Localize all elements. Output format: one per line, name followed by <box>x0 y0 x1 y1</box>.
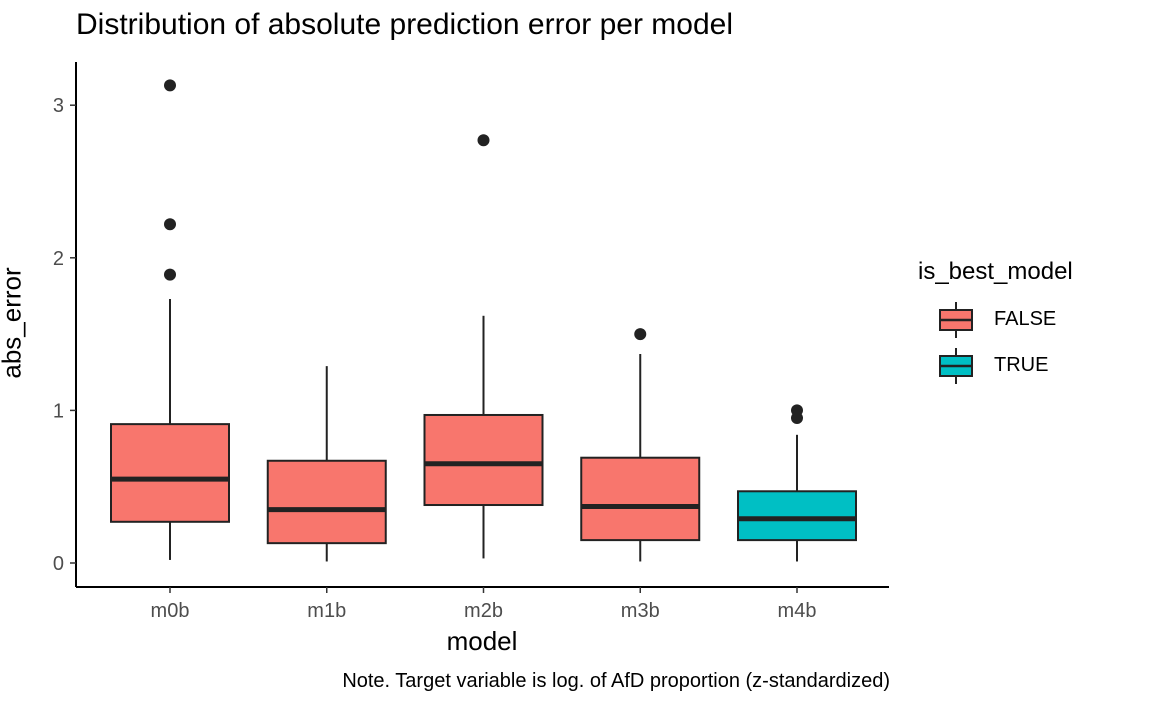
y-tick-label: 1 <box>53 400 64 422</box>
box-m1b <box>266 366 387 562</box>
outlier-point <box>477 134 490 147</box>
y-tick-label: 3 <box>53 95 64 117</box>
x-tick-label-m4b: m4b <box>778 600 817 622</box>
x-tick-label-m2b: m2b <box>464 600 503 622</box>
legend-title: is_best_model <box>918 258 1073 285</box>
x-tick-label-m3b: m3b <box>621 600 660 622</box>
box-iqr <box>737 490 857 542</box>
outlier-point <box>164 268 176 281</box>
box-iqr <box>423 413 544 507</box>
legend-key-false <box>939 302 973 338</box>
legend-label-true: TRUE <box>994 354 1049 376</box>
legend-key-true <box>939 348 973 384</box>
box-iqr <box>580 456 701 542</box>
x-tick-label-m1b: m1b <box>307 600 346 622</box>
box-m0b <box>110 79 230 560</box>
y-tick-label: 0 <box>53 553 64 575</box>
x-tick-label-m0b: m0b <box>151 600 190 622</box>
chart-title: Distribution of absolute prediction erro… <box>76 8 733 41</box>
y-axis-label: abs_error <box>0 267 27 379</box>
outlier-point <box>164 79 176 92</box>
outlier-point <box>634 328 647 341</box>
box-m2b <box>423 134 544 559</box>
x-axis-label: model <box>446 626 518 656</box>
box-iqr <box>110 423 230 523</box>
y-tick-label: 2 <box>53 248 64 270</box>
box-m4b <box>737 404 857 562</box>
outlier-point <box>164 218 176 231</box>
box-m3b <box>580 328 701 562</box>
box-iqr <box>266 459 387 545</box>
legend-label-false: FALSE <box>994 308 1057 330</box>
chart-note: Note. Target variable is log. of AfD pro… <box>342 670 890 692</box>
outlier-point <box>791 404 803 417</box>
